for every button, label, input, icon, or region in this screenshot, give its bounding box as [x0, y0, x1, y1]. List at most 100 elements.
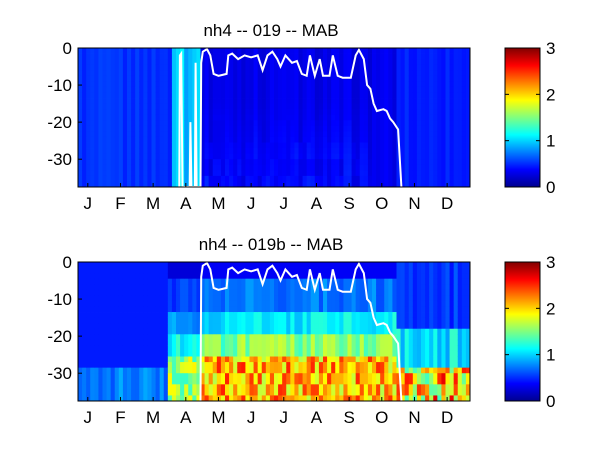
heatmap-cell: [114, 262, 120, 268]
heatmap-cell: [433, 328, 438, 335]
heatmap-cell: [465, 86, 471, 93]
heatmap-cell: [400, 312, 406, 318]
heatmap-cell: [233, 81, 238, 88]
heatmap-cell: [396, 317, 401, 324]
heatmap-cell: [286, 312, 291, 318]
heatmap-cell: [208, 312, 214, 318]
heatmap-cell: [151, 284, 156, 291]
heatmap-cell: [143, 334, 148, 341]
heatmap-cell: [461, 395, 467, 402]
heatmap-cell: [294, 312, 299, 318]
heatmap-cell: [114, 81, 120, 88]
heatmap-cell: [200, 339, 205, 346]
heatmap-cell: [441, 334, 446, 341]
heatmap-cell: [122, 395, 128, 402]
heatmap-cell: [200, 278, 205, 285]
heatmap-cell: [139, 114, 144, 121]
heatmap-cell: [122, 339, 128, 346]
heatmap-cell: [82, 109, 87, 116]
heatmap-cell: [457, 148, 463, 155]
heatmap-cell: [355, 317, 361, 324]
heatmap-cell: [171, 373, 177, 380]
heatmap-cell: [457, 98, 463, 104]
heatmap-cell: [331, 395, 336, 402]
heatmap-cell: [90, 262, 95, 268]
heatmap-cell: [167, 295, 173, 302]
heatmap-cell: [245, 98, 250, 104]
heatmap-cell: [184, 120, 189, 127]
heatmap-cell: [180, 262, 185, 268]
heatmap-cell: [318, 267, 324, 274]
heatmap-cell: [249, 64, 254, 71]
heatmap-cell: [465, 120, 471, 127]
heatmap-cell: [445, 312, 450, 318]
heatmap-cell: [229, 312, 234, 318]
heatmap-cell: [78, 98, 83, 104]
heatmap-cell: [225, 312, 230, 318]
heatmap-cell: [106, 81, 112, 88]
heatmap-cell: [339, 170, 344, 177]
heatmap-cell: [147, 373, 152, 380]
heatmap-cell: [167, 289, 173, 296]
heatmap-cell: [122, 300, 128, 307]
heatmap-cell: [171, 81, 177, 88]
heatmap-cell: [192, 378, 197, 385]
heatmap-cell: [253, 170, 259, 177]
heatmap-cell: [298, 86, 303, 93]
heatmap-cell: [253, 289, 259, 296]
heatmap-cell: [314, 175, 320, 182]
heatmap-cell: [310, 267, 316, 274]
heatmap-cell: [372, 81, 377, 88]
heatmap-cell: [384, 267, 389, 274]
heatmap-cell: [90, 75, 95, 82]
heatmap-cell: [331, 300, 336, 307]
heatmap-cell: [241, 81, 246, 88]
heatmap-cell: [457, 120, 463, 127]
heatmap-cell: [225, 389, 230, 396]
heatmap-cell: [388, 181, 393, 188]
heatmap-cell: [335, 334, 340, 341]
heatmap-cell: [143, 181, 148, 188]
heatmap-cell: [253, 86, 259, 93]
heatmap-cell: [408, 81, 414, 88]
heatmap-cell: [257, 142, 263, 149]
heatmap-cell: [155, 92, 161, 99]
heatmap-cell: [421, 312, 426, 318]
heatmap-cell: [176, 312, 181, 318]
heatmap-cell: [282, 181, 287, 188]
heatmap-cell: [335, 103, 340, 110]
heatmap-cell: [363, 48, 369, 54]
heatmap-cell: [396, 120, 401, 127]
heatmap-cell: [249, 48, 254, 54]
heatmap-cell: [278, 70, 283, 77]
heatmap-cell: [425, 356, 430, 363]
heatmap-cell: [118, 312, 124, 318]
heatmap-cell: [408, 164, 414, 171]
heatmap-cell: [400, 48, 406, 54]
heatmap-cell: [380, 131, 385, 138]
heatmap-cell: [355, 312, 361, 318]
heatmap-cell: [331, 70, 336, 77]
heatmap-cell: [298, 373, 303, 380]
heatmap-cell: [151, 295, 156, 302]
heatmap-cell: [106, 103, 112, 110]
heatmap-cell: [367, 384, 373, 391]
heatmap-cell: [465, 262, 471, 268]
heatmap-cell: [429, 312, 434, 318]
heatmap-cell: [188, 295, 193, 302]
heatmap-cell: [225, 295, 230, 302]
heatmap-cell: [306, 334, 312, 341]
heatmap-cell: [253, 164, 259, 171]
heatmap-cell: [106, 159, 112, 166]
x-tick-label: J: [247, 408, 256, 427]
heatmap-cell: [192, 306, 197, 313]
heatmap-cell: [384, 295, 389, 302]
heatmap-cell: [363, 378, 369, 385]
heatmap-cell: [396, 334, 401, 341]
heatmap-cell: [151, 59, 156, 66]
heatmap-cell: [180, 389, 185, 396]
x-tick-label: O: [375, 408, 388, 427]
heatmap-cell: [212, 295, 218, 302]
heatmap-cell: [412, 148, 418, 155]
heatmap-cell: [216, 323, 222, 330]
